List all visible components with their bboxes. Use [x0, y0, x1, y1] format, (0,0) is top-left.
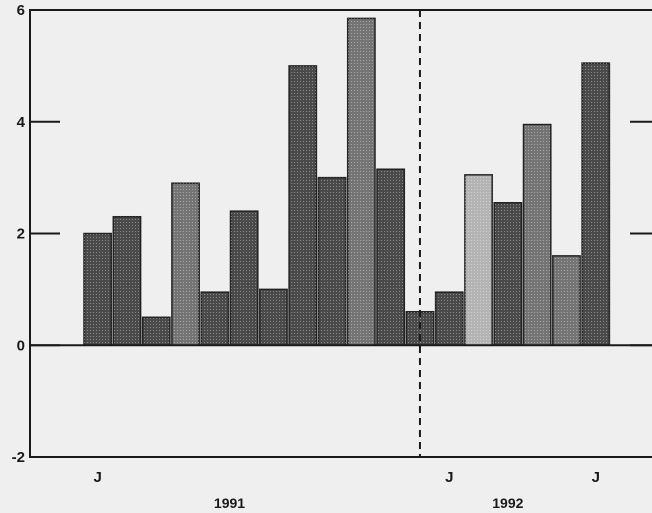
bar-texture-5 [201, 292, 229, 346]
bar-texture-14 [464, 174, 493, 346]
bar-texture-4 [171, 183, 200, 346]
bar-texture-6 [230, 211, 258, 346]
bar-texture-18 [582, 63, 610, 346]
bar-texture-8 [289, 65, 317, 346]
bar-texture-1 [84, 233, 112, 346]
y-tick-label: 2 [17, 226, 25, 243]
year-label: 1992 [492, 495, 523, 511]
bar-texture-10 [347, 18, 375, 346]
bar-texture-3 [142, 317, 170, 346]
y-tick-label: 4 [17, 114, 26, 131]
y-tick-label: -2 [12, 449, 25, 466]
bar-texture-15 [494, 202, 522, 346]
y-tick-label: 6 [17, 2, 25, 19]
bar-texture-9 [318, 177, 346, 346]
bar-texture-2 [113, 216, 141, 346]
x-tick-label: J [445, 469, 453, 486]
bar-texture-16 [523, 124, 551, 346]
bar-texture-17 [552, 255, 581, 346]
bar-texture-13 [435, 292, 463, 346]
bar-texture-11 [377, 169, 405, 346]
year-label: 1991 [214, 495, 245, 511]
x-tick-label: J [592, 469, 600, 486]
bar-texture-7 [259, 289, 288, 346]
x-tick-label: J [93, 469, 101, 486]
y-tick-label: 0 [17, 337, 25, 354]
